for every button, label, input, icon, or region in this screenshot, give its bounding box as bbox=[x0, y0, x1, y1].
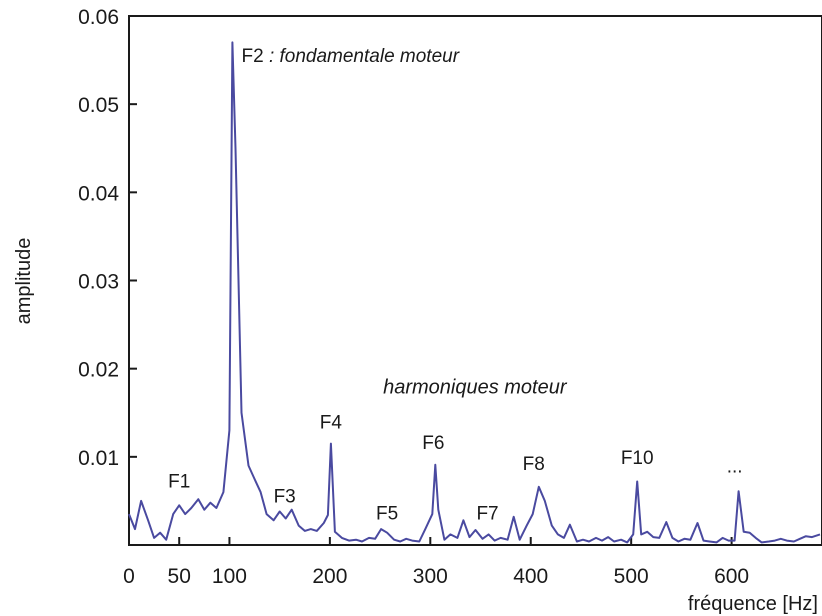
y-tick-label: 0.02 bbox=[78, 359, 119, 382]
x-tick-label: 300 bbox=[413, 565, 448, 588]
annotation-label: ... bbox=[727, 457, 743, 478]
annotation-label: F5 bbox=[376, 503, 398, 524]
annotation-label: F8 bbox=[523, 454, 545, 475]
annotation-label: F3 bbox=[274, 487, 296, 508]
x-tick-label: 500 bbox=[614, 565, 649, 588]
y-axis-label: amplitude bbox=[13, 238, 35, 325]
annotation-label: harmoniques moteur bbox=[383, 376, 568, 398]
y-tick-label: 0.01 bbox=[78, 447, 119, 470]
y-tick-label: 0.05 bbox=[78, 94, 119, 117]
x-tick-label: 0 bbox=[123, 565, 135, 588]
x-tick-label: 50 bbox=[168, 565, 191, 588]
y-tick-label: 0.06 bbox=[78, 6, 119, 29]
x-tick-label: 400 bbox=[513, 565, 548, 588]
x-axis-label: fréquence [Hz] bbox=[688, 593, 818, 615]
annotation-label: F4 bbox=[320, 413, 343, 434]
annotation-label: F10 bbox=[621, 448, 654, 469]
y-axis: 0.01 0.02 0.03 0.04 0.05 0.06 bbox=[78, 6, 137, 470]
amplitude-series-line bbox=[128, 41, 821, 544]
annotation-label: F2 : fondamentale moteur bbox=[241, 46, 459, 67]
annotation-label: F6 bbox=[422, 433, 444, 454]
annotations: F1 F2 : fondamentale moteur F3 F4 F5 F6 F7 F8 F1… bbox=[168, 46, 742, 525]
x-axis: 0 50 100 200 300 400 500 600 bbox=[123, 537, 749, 588]
y-tick-label: 0.03 bbox=[78, 271, 119, 294]
x-tick-label: 100 bbox=[212, 565, 247, 588]
x-tick-label: 200 bbox=[312, 565, 347, 588]
annotation-label: F7 bbox=[476, 503, 498, 524]
y-tick-label: 0.04 bbox=[78, 182, 119, 205]
x-tick-label: 600 bbox=[714, 565, 749, 588]
annotation-label: F1 bbox=[168, 472, 190, 493]
